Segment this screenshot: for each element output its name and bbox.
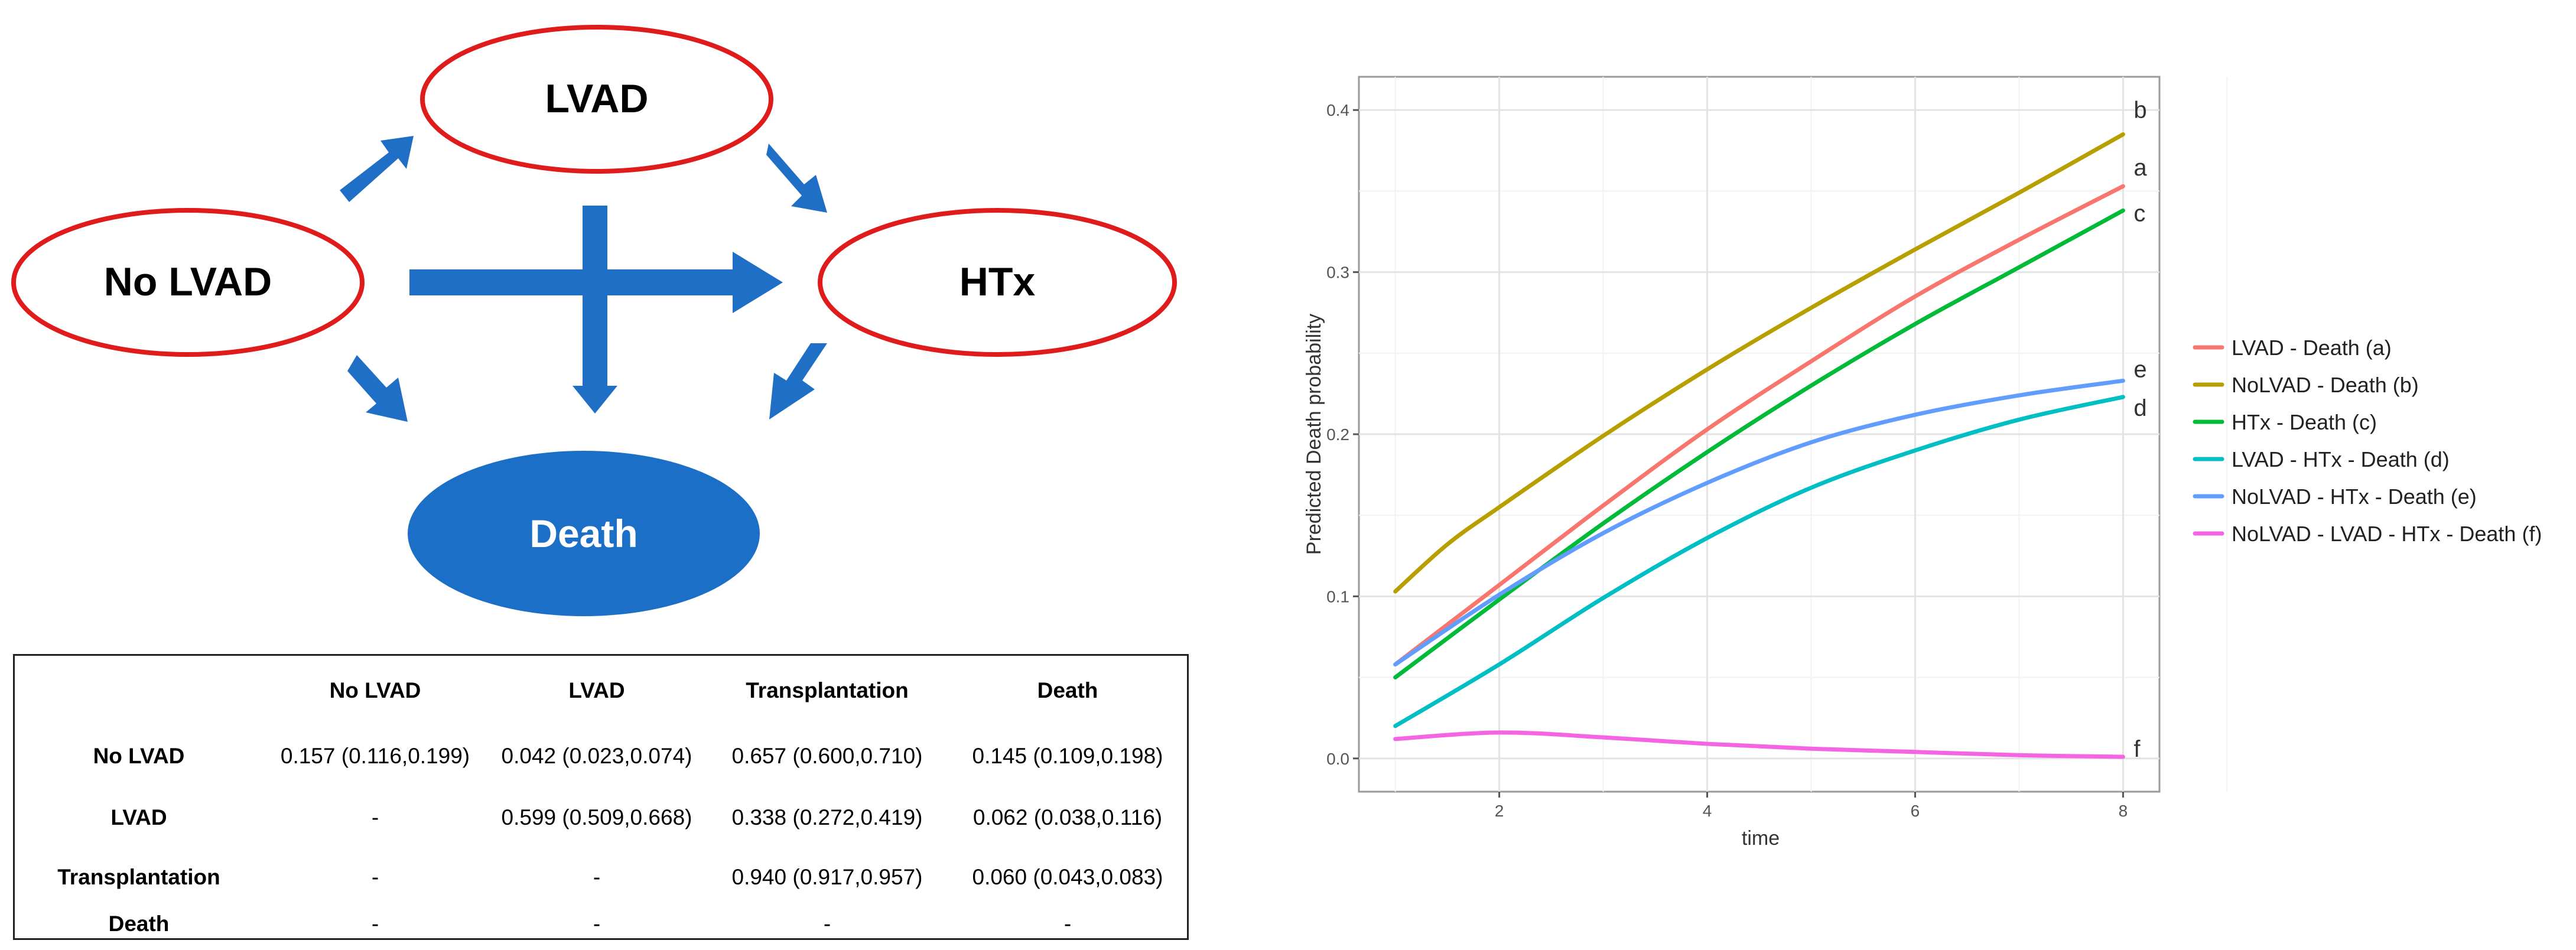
series-end-label-b: b — [2133, 97, 2146, 123]
series-line-f — [1393, 730, 2125, 759]
arrow-htx-to-death — [769, 343, 827, 419]
table-cell: 0.042 (0.023,0.074) — [501, 744, 692, 768]
table-row-header: No LVAD — [93, 744, 185, 768]
table-cell: 0.599 (0.509,0.668) — [501, 805, 692, 829]
state-diagram: LVAD No LVAD HTx Death — [11, 25, 1177, 616]
table-header-cell: Transplantation — [746, 678, 909, 702]
legend-label-b: NoLVAD - Death (b) — [2232, 373, 2419, 397]
table-cell: 0.062 (0.038,0.116) — [972, 805, 1163, 829]
transition-probability-table: No LVAD LVAD Transplantation Death No LV… — [13, 654, 1189, 940]
series-end-label-a: a — [2133, 155, 2147, 181]
arrow-lvad-to-death — [573, 206, 617, 414]
x-tick-label: 6 — [1911, 802, 1920, 820]
death-node: Death — [408, 451, 760, 616]
lvad-node-label: LVAD — [545, 76, 648, 121]
series-line-e — [1393, 378, 2125, 667]
no-lvad-node-label: No LVAD — [104, 259, 272, 304]
arrow-nolvad-to-lvad — [340, 136, 414, 202]
y-tick-label: 0.0 — [1326, 750, 1349, 768]
legend: LVAD - Death (a) NoLVAD - Death (b) HTx - … — [2193, 336, 2542, 546]
table-cell: - — [371, 912, 379, 936]
series-end-label-e: e — [2133, 356, 2146, 382]
table-header-corner — [15, 656, 263, 725]
series-line-d — [1393, 395, 2125, 728]
table-header-cell: No LVAD — [329, 678, 421, 702]
y-axis-title: Predicted Death probability — [1303, 314, 1325, 555]
table-row: LVAD - 0.599 (0.509,0.668) 0.338 (0.272,… — [15, 787, 1187, 848]
table-cell: - — [823, 912, 831, 936]
legend-label-a: LVAD - Death (a) — [2232, 336, 2392, 360]
series-end-label-d: d — [2133, 395, 2146, 421]
lvad-node: LVAD — [420, 25, 773, 174]
x-tick-label: 8 — [2119, 802, 2128, 820]
table-cell: 0.657 (0.600,0.710) — [731, 744, 923, 768]
end-labels: a b c de f — [2133, 97, 2147, 762]
table-cell: 0.060 (0.043,0.083) — [972, 865, 1163, 889]
series-line-a — [1393, 184, 2125, 667]
table-row: Transplantation - - 0.940 (0.917,0.957) … — [15, 848, 1187, 906]
table-cell: - — [1063, 912, 1072, 936]
x-tick-label: 2 — [1495, 802, 1504, 820]
htx-node-label: HTx — [960, 259, 1036, 304]
table-cell: 0.157 (0.116,0.199) — [280, 744, 470, 768]
y-tick-label: 0.3 — [1326, 263, 1349, 282]
table-row: Death - - - - — [15, 906, 1187, 942]
y-tick-label: 0.4 — [1326, 101, 1349, 119]
table-cell: - — [371, 805, 379, 829]
htx-node: HTx — [818, 208, 1177, 357]
y-tick-label: 0.1 — [1326, 587, 1349, 606]
x-tick-label: 4 — [1703, 802, 1712, 820]
death-probability-chart: 2 4 6 8 0.0 0.1 0.2 0.3 0.4 a b c de f time Predicte… — [1303, 76, 2542, 850]
table-row-header: Death — [108, 912, 170, 936]
table-cell: 0.338 (0.272,0.419) — [731, 805, 923, 829]
series-end-label-c: c — [2133, 200, 2145, 226]
table-cell: 0.940 (0.917,0.957) — [731, 865, 923, 889]
no-lvad-node: No LVAD — [11, 208, 365, 357]
grid — [1359, 77, 2228, 792]
table-cell: - — [371, 865, 379, 889]
x-axis-title: time — [1742, 827, 1780, 850]
table-row-header: LVAD — [110, 805, 167, 829]
arrow-lvad-to-htx — [766, 144, 827, 213]
table-cell: 0.145 (0.109,0.198) — [972, 744, 1163, 768]
legend-label-e: NoLVAD - HTx - Death (e) — [2232, 484, 2477, 509]
table-header-cell: Death — [1037, 678, 1098, 702]
table-header-cell: LVAD — [568, 678, 625, 702]
y-tick-label: 0.2 — [1326, 425, 1349, 444]
axis-ticks: 2 4 6 8 0.0 0.1 0.2 0.3 0.4 — [1326, 101, 2128, 820]
legend-label-f: NoLVAD - LVAD - HTx - Death (f) — [2232, 522, 2542, 546]
death-node-label: Death — [529, 512, 638, 555]
table-row: No LVAD 0.157 (0.116,0.199) 0.042 (0.023… — [15, 725, 1187, 787]
series-line-c — [1393, 208, 2125, 680]
series-lines — [1393, 132, 2125, 759]
table-cell: - — [593, 865, 601, 889]
series-line-b — [1393, 132, 2125, 594]
table-row-header: Transplantation — [57, 865, 220, 889]
arrow-nolvad-to-death — [347, 355, 408, 422]
table-header-row: No LVAD LVAD Transplantation Death — [15, 656, 1187, 725]
table-cell: - — [593, 912, 601, 936]
legend-label-c: HTx - Death (c) — [2232, 410, 2377, 434]
series-end-label-f: f — [2133, 736, 2141, 762]
legend-label-d: LVAD - HTx - Death (d) — [2232, 447, 2450, 471]
